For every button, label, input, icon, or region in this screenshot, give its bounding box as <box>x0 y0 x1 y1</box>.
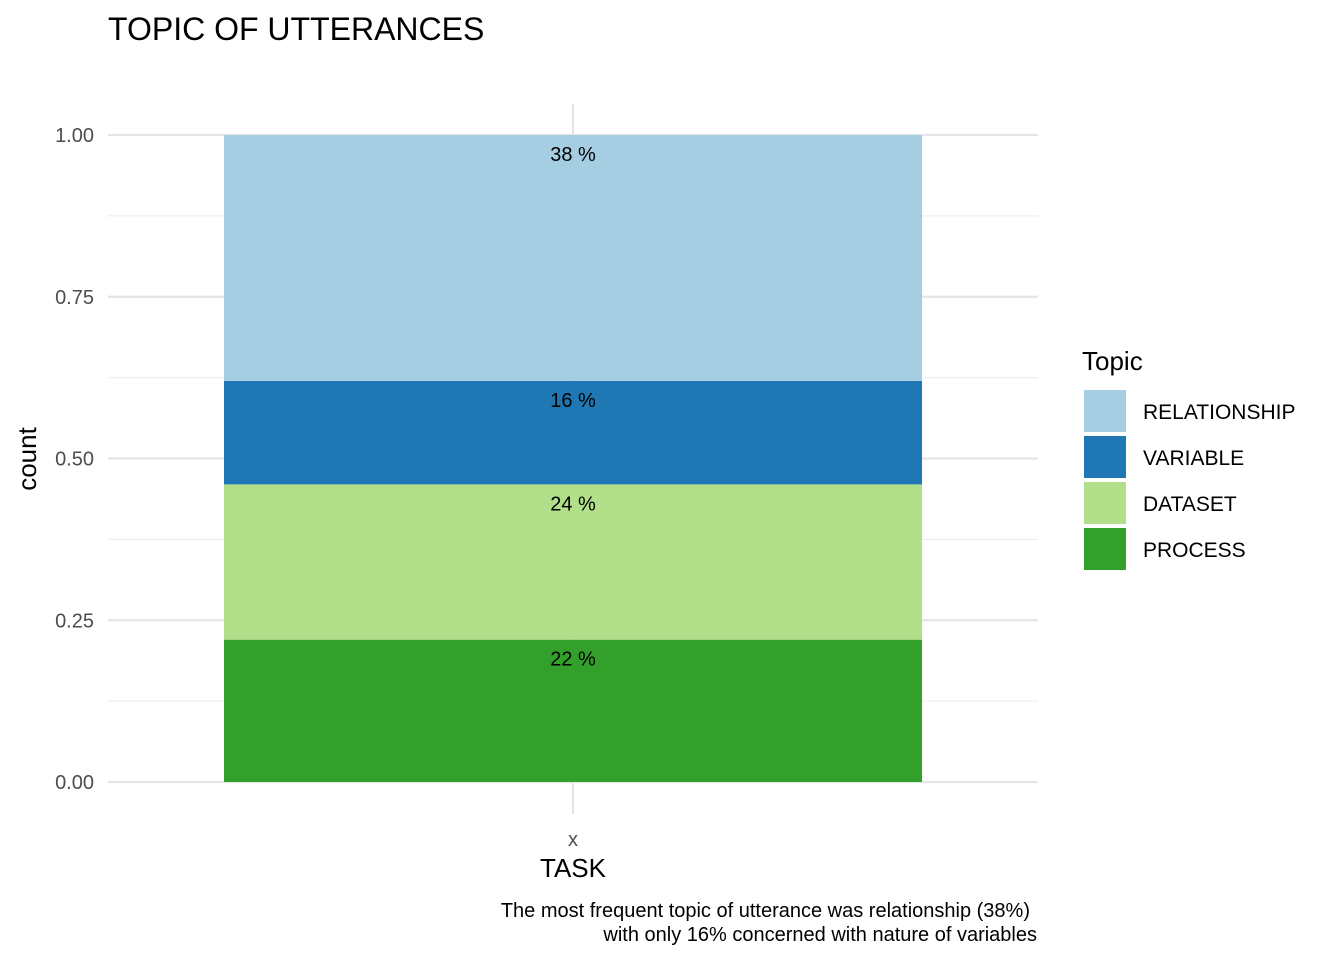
legend-swatch-variable <box>1084 436 1126 478</box>
y-tick-label: 0.75 <box>55 287 94 309</box>
legend: Topic RELATIONSHIP VARIABLE DATASET PROCESS <box>1082 346 1295 570</box>
x-axis-title: TASK <box>540 853 607 883</box>
bar-label-dataset: 24 % <box>550 493 596 515</box>
y-axis-title: count <box>12 426 42 490</box>
x-tick-label: x <box>568 829 578 851</box>
legend-swatch-relationship <box>1084 390 1126 432</box>
y-tick-label: 1.00 <box>55 125 94 147</box>
bar-segment-dataset <box>224 484 922 640</box>
y-axis-ticks: 0.00 0.25 0.50 0.75 1.00 <box>55 125 94 794</box>
legend-label-process: PROCESS <box>1143 539 1246 562</box>
legend-label-variable: VARIABLE <box>1143 447 1244 470</box>
caption: The most frequent topic of utterance was… <box>501 900 1037 946</box>
bar-label-relationship: 38 % <box>550 144 596 166</box>
bar-label-variable: 16 % <box>550 390 596 412</box>
legend-label-relationship: RELATIONSHIP <box>1143 401 1295 424</box>
legend-label-dataset: DATASET <box>1143 493 1237 516</box>
legend-swatch-process <box>1084 528 1126 570</box>
chart-title: TOPIC OF UTTERANCES <box>108 11 484 47</box>
caption-line-2: with only 16% concerned with nature of v… <box>602 924 1037 946</box>
bar-segment-process <box>224 639 922 782</box>
legend-title: Topic <box>1082 346 1143 376</box>
legend-swatch-dataset <box>1084 482 1126 524</box>
caption-line-1: The most frequent topic of utterance was… <box>501 900 1030 922</box>
bar-label-process: 22 % <box>550 649 596 671</box>
bar-segment-variable <box>224 380 922 485</box>
bar-labels: 22 % 24 % 16 % 38 % <box>550 144 596 671</box>
bar-segment-relationship <box>224 135 922 381</box>
y-tick-label: 0.50 <box>55 449 94 471</box>
y-tick-label: 0.25 <box>55 610 94 632</box>
bars <box>224 135 922 782</box>
y-tick-label: 0.00 <box>55 772 94 794</box>
